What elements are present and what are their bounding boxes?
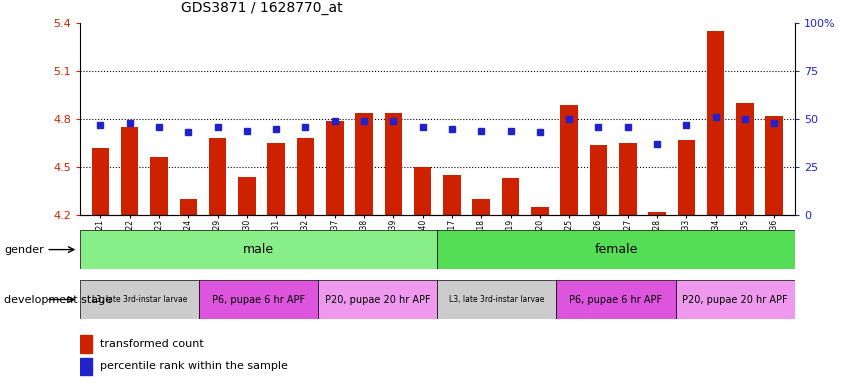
Bar: [209, 138, 226, 215]
Bar: [590, 145, 607, 215]
Bar: [706, 31, 724, 215]
Bar: [531, 207, 548, 215]
Bar: [437, 230, 795, 269]
Text: P6, pupae 6 hr APF: P6, pupae 6 hr APF: [569, 295, 663, 305]
Bar: [678, 140, 696, 215]
Bar: [238, 177, 256, 215]
Bar: [318, 280, 437, 319]
Text: GDS3871 / 1628770_at: GDS3871 / 1628770_at: [181, 2, 342, 15]
Bar: [80, 230, 437, 269]
Text: gender: gender: [4, 245, 44, 255]
Bar: [199, 280, 318, 319]
Bar: [121, 127, 139, 215]
Bar: [648, 212, 666, 215]
Bar: [765, 116, 783, 215]
Bar: [437, 280, 557, 319]
Text: L3, late 3rd-instar larvae: L3, late 3rd-instar larvae: [92, 295, 188, 304]
Text: transformed count: transformed count: [99, 339, 204, 349]
Text: P6, pupae 6 hr APF: P6, pupae 6 hr APF: [212, 295, 305, 305]
Text: male: male: [243, 243, 274, 256]
Bar: [92, 148, 109, 215]
Bar: [675, 280, 795, 319]
Bar: [80, 335, 93, 353]
Bar: [80, 280, 199, 319]
Bar: [355, 113, 373, 215]
Bar: [179, 199, 197, 215]
Bar: [384, 113, 402, 215]
Bar: [473, 199, 490, 215]
Bar: [414, 167, 431, 215]
Text: percentile rank within the sample: percentile rank within the sample: [99, 361, 288, 371]
Text: L3, late 3rd-instar larvae: L3, late 3rd-instar larvae: [449, 295, 545, 304]
Bar: [297, 138, 315, 215]
Bar: [736, 103, 754, 215]
Bar: [326, 121, 344, 215]
Bar: [619, 143, 637, 215]
Text: development stage: development stage: [4, 295, 113, 305]
Bar: [80, 358, 93, 375]
Bar: [267, 143, 285, 215]
Bar: [443, 175, 461, 215]
Text: P20, pupae 20 hr APF: P20, pupae 20 hr APF: [325, 295, 431, 305]
Text: P20, pupae 20 hr APF: P20, pupae 20 hr APF: [682, 295, 788, 305]
Bar: [151, 157, 168, 215]
Bar: [560, 105, 578, 215]
Bar: [557, 280, 675, 319]
Bar: [502, 178, 520, 215]
Text: female: female: [595, 243, 637, 256]
